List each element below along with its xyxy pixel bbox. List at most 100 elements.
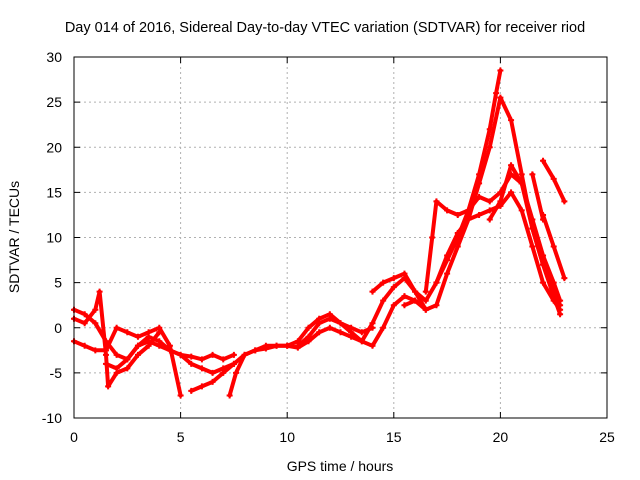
- data-point-marker: [550, 243, 557, 250]
- data-point-marker: [326, 315, 333, 322]
- data-point-marker: [102, 360, 109, 367]
- data-point-marker: [369, 288, 376, 295]
- data-point-marker: [454, 229, 461, 236]
- data-point-marker: [486, 216, 493, 223]
- data-point-marker: [305, 324, 312, 331]
- data-point-marker: [198, 356, 205, 363]
- x-tick-label: 0: [70, 429, 78, 445]
- y-tick-label: 5: [54, 275, 62, 291]
- grid-lines: [74, 57, 607, 418]
- data-point-marker: [550, 279, 557, 286]
- series-arc-8: [370, 68, 503, 303]
- data-point-marker: [369, 342, 376, 349]
- data-point-marker: [476, 180, 483, 187]
- y-axis-label: SDTVAR / TECUs: [6, 181, 22, 293]
- y-tick-label: -10: [42, 410, 62, 426]
- data-point-marker: [252, 347, 259, 354]
- data-point-marker: [81, 320, 88, 327]
- data-point-marker: [518, 171, 525, 178]
- data-point-marker: [486, 144, 493, 151]
- data-point-marker: [518, 180, 525, 187]
- data-point-marker: [188, 360, 195, 367]
- data-point-marker: [401, 270, 408, 277]
- data-point-marker: [444, 252, 451, 259]
- data-point-marker: [102, 347, 109, 354]
- y-tick-label: 25: [46, 94, 62, 110]
- data-point-marker: [497, 94, 504, 101]
- data-point-marker: [390, 284, 397, 291]
- data-point-marker: [81, 311, 88, 318]
- data-point-marker: [508, 162, 515, 169]
- data-point-marker: [454, 211, 461, 218]
- data-point-marker: [508, 189, 515, 196]
- data-point-marker: [444, 270, 451, 277]
- data-point-marker: [518, 207, 525, 214]
- data-point-marker: [444, 207, 451, 214]
- data-point-marker: [113, 365, 120, 372]
- data-point-marker: [124, 356, 131, 363]
- data-point-marker: [145, 329, 152, 336]
- data-point-marker: [230, 360, 237, 367]
- data-point-marker: [134, 351, 141, 358]
- data-point-marker: [550, 297, 557, 304]
- data-point-marker: [529, 171, 536, 178]
- data-point-marker: [220, 356, 227, 363]
- data-point-marker: [358, 338, 365, 345]
- y-tick-label: 0: [54, 320, 62, 336]
- data-point-marker: [422, 306, 429, 313]
- data-point-marker: [284, 342, 291, 349]
- data-point-marker: [348, 329, 355, 336]
- series-arc-12: [487, 163, 563, 303]
- data-point-marker: [422, 297, 429, 304]
- data-point-marker: [188, 387, 195, 394]
- data-point-marker: [433, 279, 440, 286]
- data-point-marker: [105, 383, 112, 390]
- x-tick-label: 10: [279, 429, 295, 445]
- data-point-marker: [209, 369, 216, 376]
- data-point-marker: [401, 293, 408, 300]
- data-series: [71, 67, 568, 399]
- data-point-marker: [369, 320, 376, 327]
- y-tick-label: 10: [46, 230, 62, 246]
- data-point-marker: [337, 320, 344, 327]
- data-point-marker: [422, 288, 429, 295]
- data-point-marker: [550, 175, 557, 182]
- data-point-marker: [493, 90, 500, 97]
- data-point-marker: [113, 324, 120, 331]
- data-point-marker: [230, 351, 237, 358]
- data-point-marker: [540, 279, 547, 286]
- data-point-marker: [294, 342, 301, 349]
- data-point-marker: [561, 198, 568, 205]
- data-point-marker: [380, 279, 387, 286]
- y-tick-label: 30: [46, 49, 62, 65]
- data-point-marker: [412, 288, 419, 295]
- series-arc-13: [530, 172, 545, 222]
- x-tick-label: 15: [386, 429, 402, 445]
- data-point-marker: [198, 365, 205, 372]
- x-tick-label: 20: [493, 429, 509, 445]
- data-point-marker: [497, 198, 504, 205]
- data-point-marker: [390, 275, 397, 282]
- y-tick-label: 20: [46, 139, 62, 155]
- data-point-marker: [529, 216, 536, 223]
- data-point-marker: [476, 193, 483, 200]
- data-point-marker: [465, 216, 472, 223]
- data-point-marker: [96, 288, 103, 295]
- data-point-marker: [241, 351, 248, 358]
- data-point-marker: [124, 329, 131, 336]
- data-point-marker: [209, 351, 216, 358]
- data-point-marker: [486, 207, 493, 214]
- data-point-marker: [233, 369, 240, 376]
- data-point-marker: [134, 342, 141, 349]
- data-point-marker: [316, 329, 323, 336]
- data-point-marker: [188, 353, 195, 360]
- data-point-marker: [476, 211, 483, 218]
- data-point-marker: [540, 252, 547, 259]
- data-point-marker: [166, 347, 173, 354]
- data-point-marker: [540, 211, 547, 218]
- data-point-marker: [429, 234, 436, 241]
- data-point-marker: [305, 333, 312, 340]
- data-point-marker: [529, 243, 536, 250]
- data-point-marker: [401, 302, 408, 309]
